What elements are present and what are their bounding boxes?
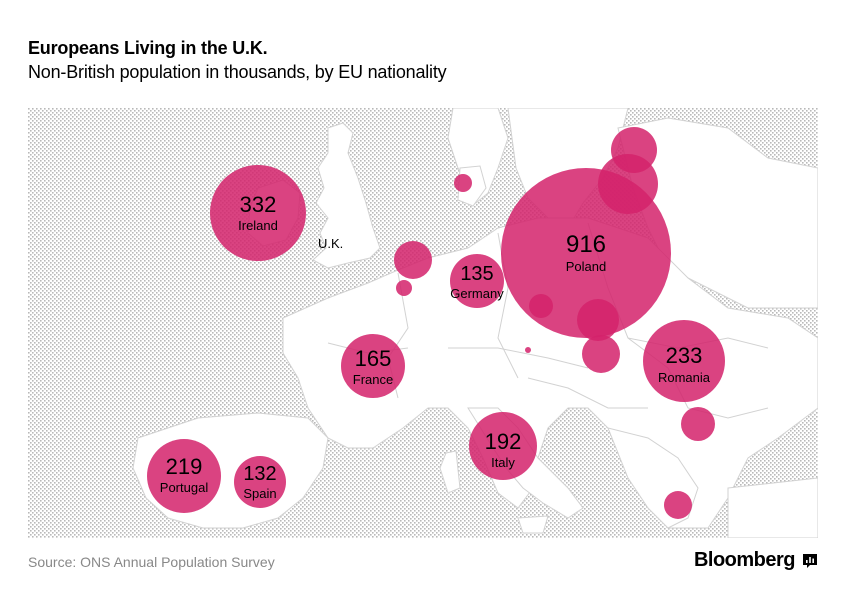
chart-title: Europeans Living in the U.K.: [28, 38, 268, 58]
bubble-italy: [469, 412, 537, 480]
bubble-belgium: [396, 280, 412, 296]
bubble-france: [341, 334, 405, 398]
source-note: Source: ONS Annual Population Survey: [28, 554, 275, 570]
value-germany: 135: [460, 263, 493, 285]
bubble-labels: 916 Poland 332 Ireland 233 Romania 219 P…: [160, 192, 711, 501]
country-portugal: Portugal: [160, 480, 209, 495]
value-ireland: 332: [240, 192, 277, 217]
country-ireland: Ireland: [238, 218, 278, 233]
brand-name: Bloomberg: [693, 549, 796, 571]
value-france: 165: [355, 346, 392, 371]
bubble-spain: [234, 456, 286, 508]
bubble-poland: [501, 168, 671, 338]
uk-label: U.K.: [318, 236, 343, 251]
bubble-denmark: [454, 174, 472, 192]
bubble-ireland: [210, 165, 306, 261]
land-corsica-sardinia: [439, 450, 461, 494]
bubble-austria: [525, 347, 531, 353]
land-sicily: [517, 515, 549, 534]
bubble-romania: [643, 320, 725, 402]
land-great-britain: [312, 122, 381, 269]
europe-map: U.K. 916 Poland 332 Ireland 233 Romania …: [28, 108, 818, 538]
bubble-hungary: [582, 335, 620, 373]
country-spain: Spain: [243, 486, 276, 501]
brand-logo: Bloomberg: [694, 549, 819, 572]
chart-subtitle: Non-British population in thousands, by …: [28, 62, 447, 82]
country-italy: Italy: [491, 455, 515, 470]
value-portugal: 219: [166, 454, 203, 479]
land-turkey: [727, 477, 818, 538]
value-poland: 916: [566, 231, 606, 258]
country-poland: Poland: [566, 259, 606, 274]
country-france: France: [353, 372, 393, 387]
country-germany: Germany: [450, 286, 504, 301]
labeled-bubbles: [147, 165, 725, 513]
value-italy: 192: [485, 429, 522, 454]
bubble-greece: [664, 491, 692, 519]
bloomberg-chart-icon: [803, 553, 817, 568]
value-romania: 233: [666, 343, 703, 368]
bubble-germany: [450, 254, 504, 308]
bubble-netherlands: [394, 241, 432, 279]
bubble-bulgaria: [681, 407, 715, 441]
bubble-portugal: [147, 439, 221, 513]
value-spain: 132: [243, 463, 276, 485]
land-scandinavia: [447, 108, 509, 204]
country-romania: Romania: [658, 370, 711, 385]
